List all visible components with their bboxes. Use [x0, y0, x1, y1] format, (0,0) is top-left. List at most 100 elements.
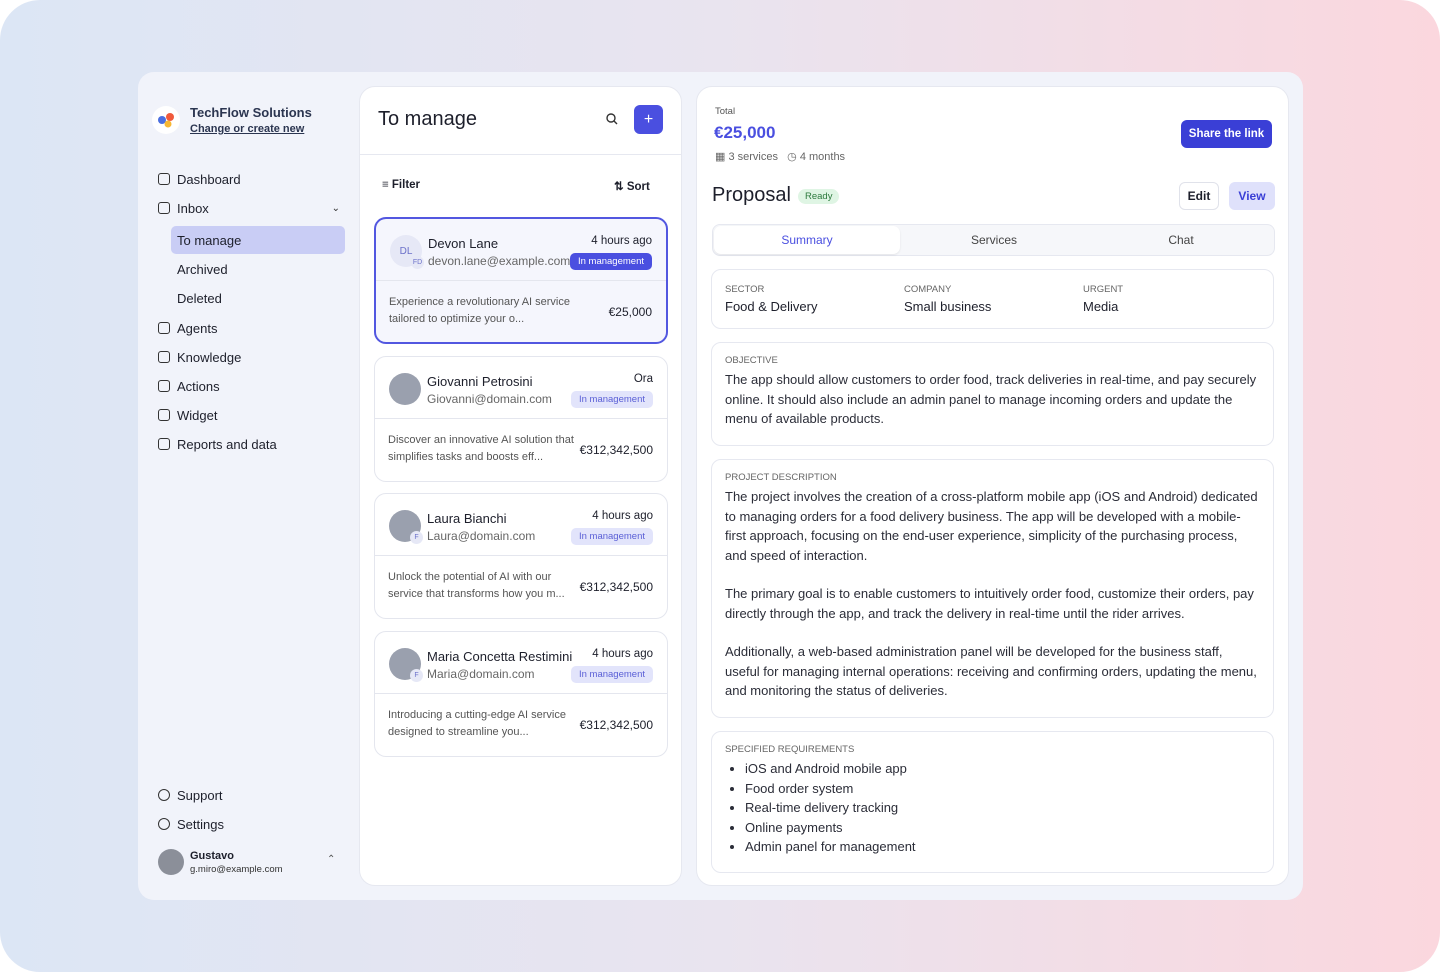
nav-icon: [158, 351, 170, 363]
contact-email: devon.lane@example.com: [428, 254, 571, 268]
field-value: Media: [1083, 299, 1119, 314]
detail-panel: Total €25,000 ▦ 3 services ◷ 4 months Sh…: [696, 86, 1289, 886]
nav-label: Reports and data: [177, 436, 277, 452]
contact-name: Devon Lane: [428, 236, 499, 251]
summary: Unlock the potential of AI with our serv…: [388, 571, 565, 600]
nav-icon: [158, 173, 170, 185]
user-menu[interactable]: ⌃: [327, 854, 336, 865]
sort-label: Sort: [626, 181, 650, 193]
avatar: [389, 373, 421, 405]
summary: Introducing a cutting-edge AI service de…: [388, 709, 566, 738]
amount: €312,342,500: [579, 718, 653, 732]
proposal-title: Proposal: [712, 184, 791, 206]
nav-icon: [158, 380, 170, 392]
status-badge: In management: [570, 391, 653, 408]
field-value: Small business: [904, 299, 992, 314]
nav-item[interactable]: Support: [158, 782, 223, 808]
avatar-tag: F: [410, 531, 423, 544]
filter-button[interactable]: ≡ Filter: [382, 179, 421, 191]
card-header: F Laura Bianchi Laura@domain.com 4 hours ag…: [375, 494, 667, 556]
org-logo: [152, 106, 180, 134]
tab[interactable]: Chat: [1168, 233, 1194, 247]
contact-email: Maria@domain.com: [427, 667, 535, 681]
nav-icon: [158, 409, 170, 421]
card-header: F Maria Concetta Restimini Maria@domain.co…: [375, 632, 667, 694]
field-value: Food & Delivery: [725, 299, 818, 314]
status-badge: In management: [569, 253, 652, 270]
requirements-box: SPECIFIED REQUIREMENTS iOS and Android m…: [711, 731, 1274, 873]
nav-label: Inbox: [177, 200, 209, 216]
paragraph: The project involves the creation of a c…: [725, 489, 1258, 563]
search-button[interactable]: [605, 112, 619, 126]
nav-subitem[interactable]: To manage: [171, 226, 345, 254]
avatar: F: [389, 648, 423, 682]
sort-button[interactable]: ⇅ Sort: [614, 181, 650, 193]
nav-icon: [158, 322, 170, 334]
tab[interactable]: Summary: [714, 226, 900, 254]
paragraph: Additionally, a web-based administration…: [725, 644, 1257, 698]
nav-label: Actions: [177, 378, 220, 394]
field: SECTOR Food & Delivery: [725, 284, 817, 314]
nav-subitem[interactable]: Deleted: [177, 290, 222, 306]
nav-item[interactable]: Settings: [158, 811, 224, 837]
app-window: TechFlow Solutions Change or create new …: [138, 72, 1303, 900]
org-name: TechFlow Solutions: [190, 105, 312, 120]
list-title: To manage: [378, 108, 477, 130]
contact-email: Giovanni@domain.com: [427, 392, 552, 406]
tab[interactable]: Services: [970, 233, 1017, 247]
requirement: Food order system: [745, 779, 1260, 799]
nav-item[interactable]: Inbox ⌄: [158, 195, 340, 221]
nav-item[interactable]: Knowledge: [158, 344, 340, 370]
meta: ▦ 3 services ◷ 4 months: [715, 151, 846, 163]
avatar: DL FD: [390, 235, 424, 269]
nav-item[interactable]: Agents: [158, 315, 340, 341]
org-switch[interactable]: Change or create new: [190, 123, 305, 135]
list-card[interactable]: F Laura Bianchi Laura@domain.com 4 hours ag…: [374, 493, 668, 619]
field-label: URGENT: [1083, 284, 1124, 295]
share-button[interactable]: Share the link: [1181, 120, 1272, 148]
nav-item[interactable]: Dashboard: [158, 166, 340, 192]
summary: Experience a revolutionary AI service ta…: [389, 296, 570, 325]
nav-label: Dashboard: [177, 171, 241, 187]
time: Ora: [633, 373, 653, 385]
user-email: g.miro@example.com: [190, 864, 283, 875]
list-card[interactable]: Giovanni Petrosini Giovanni@domain.com Ora…: [374, 356, 668, 482]
nav-icon: [158, 789, 170, 801]
field-label: SECTOR: [725, 284, 765, 295]
nav-label: Support: [177, 787, 223, 803]
objective-box: OBJECTIVE The app should allow customers…: [711, 342, 1274, 446]
avatar: F: [389, 510, 423, 544]
field: URGENT Media: [1083, 284, 1123, 314]
view-button[interactable]: View: [1229, 182, 1275, 210]
edit-button[interactable]: Edit: [1179, 182, 1219, 210]
status-badge: In management: [570, 666, 653, 683]
contact-name: Maria Concetta Restimini: [427, 649, 573, 664]
duration: 4 months: [799, 151, 846, 163]
nav-label: Agents: [177, 320, 218, 336]
amount: €25,000: [608, 305, 652, 319]
list-card[interactable]: F Maria Concetta Restimini Maria@domain.co…: [374, 631, 668, 757]
tabs: Summary Services Chat: [712, 224, 1275, 256]
requirement: Admin panel for management: [745, 837, 1260, 857]
description-box: PROJECT DESCRIPTION The project involves…: [711, 459, 1274, 718]
fields-box: SECTOR Food & Delivery COMPANY Small busine…: [711, 269, 1274, 329]
nav-item[interactable]: Reports and data: [158, 431, 340, 457]
add-button[interactable]: +: [634, 105, 663, 134]
avatar-initials: DL: [399, 245, 413, 257]
list-card[interactable]: DL FD Devon Lane devon.lane@example.com 4 ho…: [374, 217, 668, 344]
requirement: Real-time delivery tracking: [745, 798, 1260, 818]
nav-subitem[interactable]: Archived: [177, 261, 228, 277]
requirement: Online payments: [745, 818, 1260, 838]
nav-label: Widget: [177, 407, 218, 423]
amount: €312,342,500: [579, 443, 653, 457]
total-label: Total: [715, 106, 736, 117]
objective-label: OBJECTIVE: [725, 355, 778, 366]
contact-name: Giovanni Petrosini: [427, 374, 533, 389]
avatar-tag: F: [410, 669, 423, 682]
contact-email: Laura@domain.com: [427, 529, 536, 543]
nav-item[interactable]: Actions: [158, 373, 340, 399]
nav-icon: [158, 202, 170, 214]
nav-item[interactable]: Widget: [158, 402, 340, 428]
user-name: Gustavo: [190, 850, 235, 862]
